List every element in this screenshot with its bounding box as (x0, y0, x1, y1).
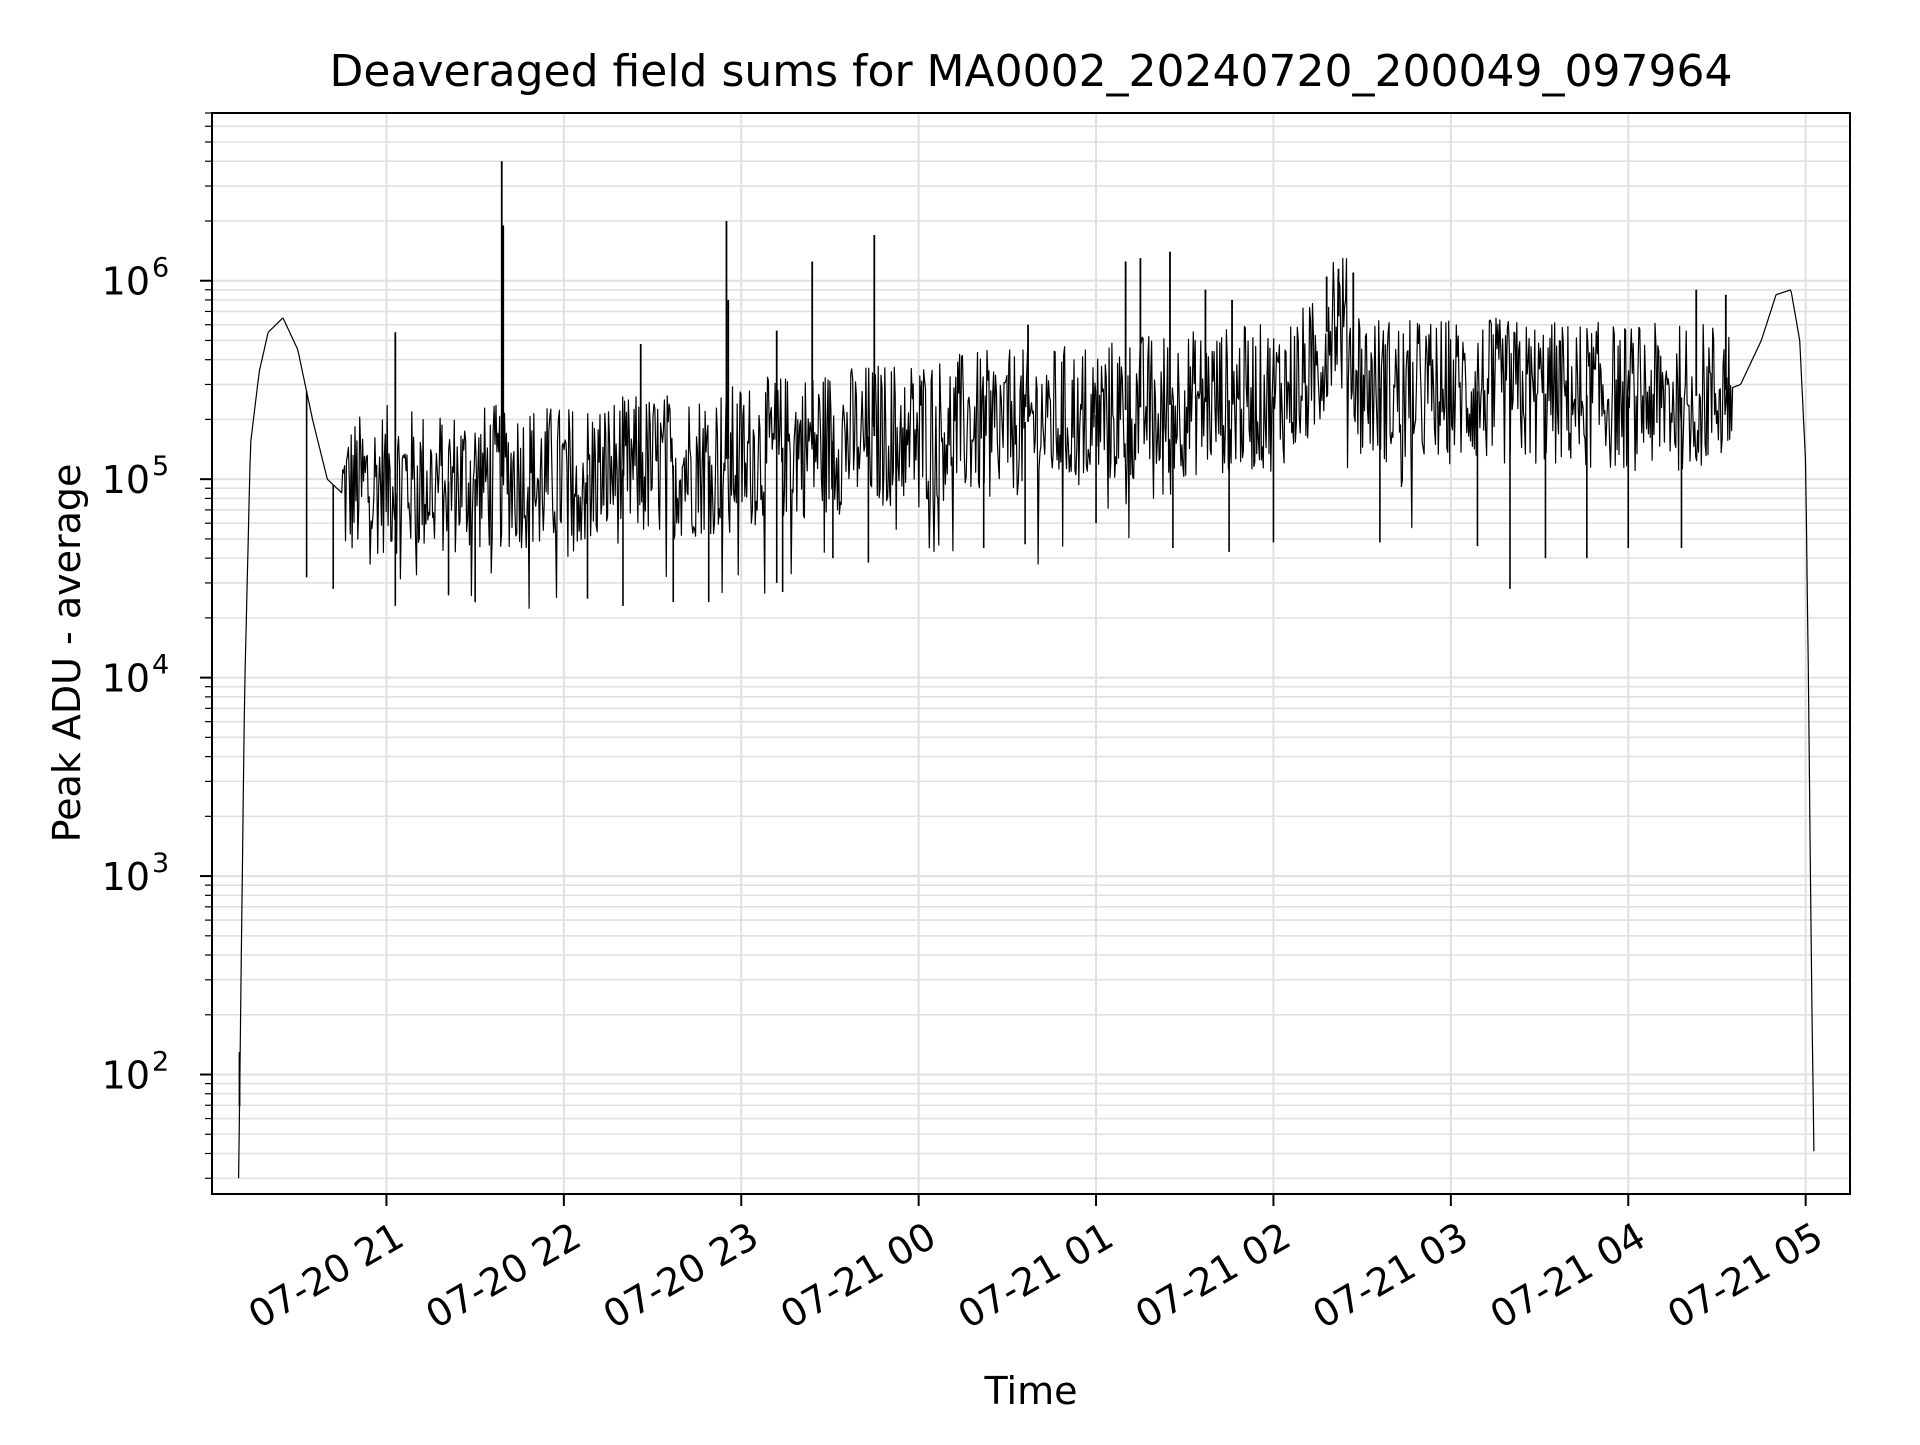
chart-title: Deaveraged field sums for MA0002_2024072… (330, 46, 1733, 97)
y-tick-exponent: 4 (152, 650, 169, 681)
y-tick-label: 10 (102, 657, 150, 701)
series-line (238, 257, 1815, 1179)
grid-lines (212, 112, 1850, 1194)
y-tick-label: 10 (102, 458, 150, 502)
y-axis-label: Peak ADU - average (45, 464, 89, 843)
y-tick-label: 10 (102, 260, 150, 304)
plot-frame (211, 112, 1851, 1195)
y-tick-label: 10 (102, 1054, 150, 1098)
y-tick-exponent: 3 (152, 848, 169, 879)
data-series (238, 161, 1815, 1179)
y-tick-exponent: 6 (152, 253, 169, 284)
x-axis-label: Time (984, 1369, 1078, 1413)
y-tick-exponent: 5 (152, 451, 169, 482)
y-tick-exponent: 2 (152, 1047, 169, 1078)
y-tick-label: 10 (102, 855, 150, 899)
